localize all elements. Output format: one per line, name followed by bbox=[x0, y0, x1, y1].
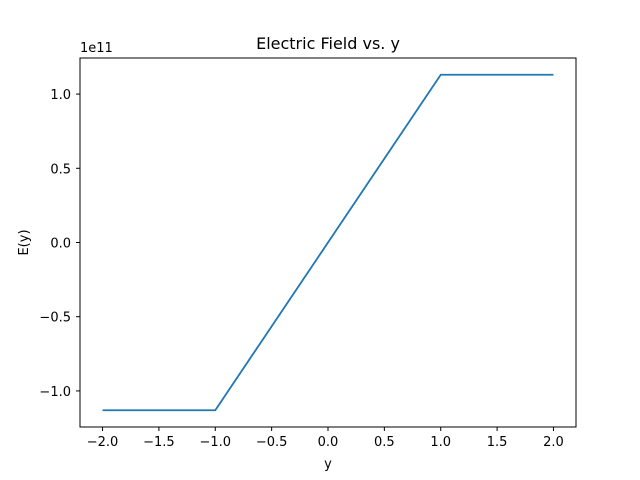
x-tick-label: −0.5 bbox=[256, 435, 288, 450]
x-tick-label: 0.0 bbox=[318, 435, 339, 450]
y-tick-label: 0.0 bbox=[50, 237, 71, 252]
chart-title: Electric Field vs. y bbox=[256, 34, 400, 53]
y-axis-label: E(y) bbox=[17, 229, 32, 255]
y-tick-label: −1.0 bbox=[39, 385, 71, 400]
x-tick-label: −1.0 bbox=[199, 435, 231, 450]
x-tick-label: 0.5 bbox=[374, 435, 395, 450]
x-tick-label: 1.0 bbox=[430, 435, 451, 450]
x-tick-label: −1.5 bbox=[143, 435, 175, 450]
y-axis-offset-label: 1e11 bbox=[80, 41, 113, 56]
series-layer bbox=[102, 73, 554, 412]
x-tick-label: 1.5 bbox=[487, 435, 508, 450]
axes-frame bbox=[79, 57, 577, 428]
x-axis-ticks: −2.0 −1.5 −1.0 −0.5 0.0 0.5 1.0 1.5 2.0 bbox=[87, 427, 564, 450]
y-axis-ticks: −1.0 −0.5 0.0 0.5 1.0 bbox=[39, 88, 80, 400]
y-tick-label: −0.5 bbox=[39, 311, 71, 326]
x-tick-label: 2.0 bbox=[543, 435, 564, 450]
x-axis-label: y bbox=[324, 457, 332, 472]
y-tick-label: 0.5 bbox=[50, 162, 71, 177]
x-tick-label: −2.0 bbox=[87, 435, 119, 450]
y-tick-label: 1.0 bbox=[50, 88, 71, 103]
series-line bbox=[102, 73, 554, 412]
